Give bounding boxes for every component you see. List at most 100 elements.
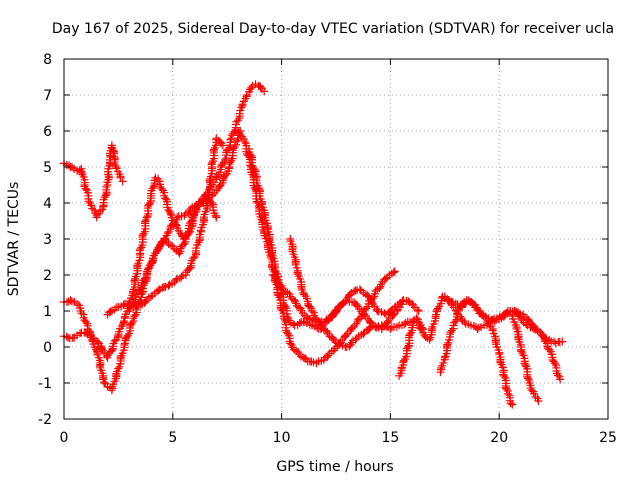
data-marker	[297, 284, 306, 293]
data-point	[194, 199, 203, 207]
data-marker	[84, 197, 93, 206]
data-marker	[129, 299, 138, 308]
data-point	[260, 87, 269, 96]
x-axis-label: GPS time / hours	[276, 459, 393, 475]
data-point	[188, 213, 197, 222]
data-marker	[406, 330, 415, 339]
data-point	[286, 339, 295, 348]
data-marker	[106, 307, 115, 316]
data-point	[360, 310, 369, 319]
data-point	[355, 314, 364, 323]
data-marker	[256, 83, 265, 92]
data-marker	[184, 209, 193, 218]
data-marker	[421, 332, 430, 341]
data-point	[412, 314, 421, 323]
data-marker	[545, 345, 554, 354]
series-arc-13	[436, 296, 517, 409]
data-point	[556, 375, 565, 384]
y-tick-label: 6	[43, 124, 52, 140]
x-tick-label: 15	[381, 430, 399, 446]
y-tick-label: 5	[43, 160, 52, 176]
data-marker	[502, 385, 511, 394]
data-marker	[236, 131, 245, 140]
data-marker	[226, 135, 235, 144]
data-marker	[193, 202, 202, 211]
y-tick-label: 3	[43, 232, 52, 248]
data-marker	[172, 220, 181, 229]
data-marker	[386, 307, 395, 316]
data-point	[166, 209, 175, 218]
data-marker	[156, 241, 165, 250]
data-point	[414, 307, 423, 315]
data-marker	[259, 226, 268, 235]
data-marker	[145, 200, 154, 209]
data-marker	[399, 356, 408, 365]
data-point	[81, 184, 90, 193]
data-point	[508, 400, 517, 409]
x-tick-label: 20	[490, 430, 508, 446]
data-marker	[347, 338, 356, 347]
data-marker	[342, 331, 351, 340]
series-arc-14	[508, 310, 543, 405]
data-marker	[127, 319, 136, 328]
data-point	[142, 213, 151, 222]
data-marker	[451, 317, 460, 326]
data-marker	[140, 274, 149, 283]
data-point	[66, 296, 75, 305]
data-marker	[512, 308, 521, 317]
data-marker	[416, 324, 425, 333]
data-marker	[499, 312, 508, 321]
data-marker	[162, 238, 171, 247]
data-marker	[209, 145, 218, 154]
data-marker	[305, 302, 314, 311]
data-marker	[100, 378, 109, 387]
data-point	[473, 325, 482, 333]
data-marker	[531, 392, 540, 401]
data-marker	[371, 287, 380, 296]
data-marker	[389, 268, 398, 277]
y-tick-label: 8	[43, 52, 52, 68]
x-tick-label: 25	[599, 430, 617, 446]
y-tick-label: -1	[38, 376, 52, 392]
data-marker	[183, 230, 192, 239]
data-marker	[289, 320, 298, 329]
data-marker	[550, 359, 559, 368]
series-arc-12	[458, 296, 565, 384]
data-marker	[187, 217, 196, 226]
data-marker	[230, 127, 239, 136]
data-marker	[500, 371, 509, 380]
data-layer	[60, 80, 567, 409]
data-marker	[345, 290, 354, 299]
data-marker	[541, 337, 550, 346]
data-marker	[146, 198, 155, 207]
data-marker	[247, 151, 256, 160]
data-point	[534, 397, 543, 405]
x-tick-label: 5	[168, 430, 177, 446]
data-point	[558, 337, 567, 346]
data-marker	[299, 290, 308, 299]
data-point	[329, 346, 338, 355]
data-marker	[81, 317, 90, 326]
series-arc-9	[268, 271, 423, 327]
data-marker	[332, 307, 341, 316]
x-tick-label: 0	[60, 430, 69, 446]
data-marker	[167, 241, 176, 250]
data-marker	[295, 319, 304, 328]
data-point	[308, 307, 317, 315]
data-marker	[522, 320, 531, 329]
y-tick-label: 4	[43, 196, 52, 212]
series-arc-6	[234, 127, 399, 368]
y-axis-label: SDTVAR / TECUs	[6, 182, 22, 297]
data-point	[403, 343, 412, 351]
data-marker	[362, 304, 371, 313]
data-marker	[352, 300, 361, 309]
data-marker	[212, 172, 221, 181]
series-arc-7	[244, 145, 408, 333]
data-point	[86, 330, 95, 339]
data-marker	[218, 160, 227, 169]
x-tick-label: 10	[273, 430, 291, 446]
data-marker	[265, 236, 274, 245]
data-marker	[484, 316, 493, 325]
data-marker	[161, 194, 170, 203]
